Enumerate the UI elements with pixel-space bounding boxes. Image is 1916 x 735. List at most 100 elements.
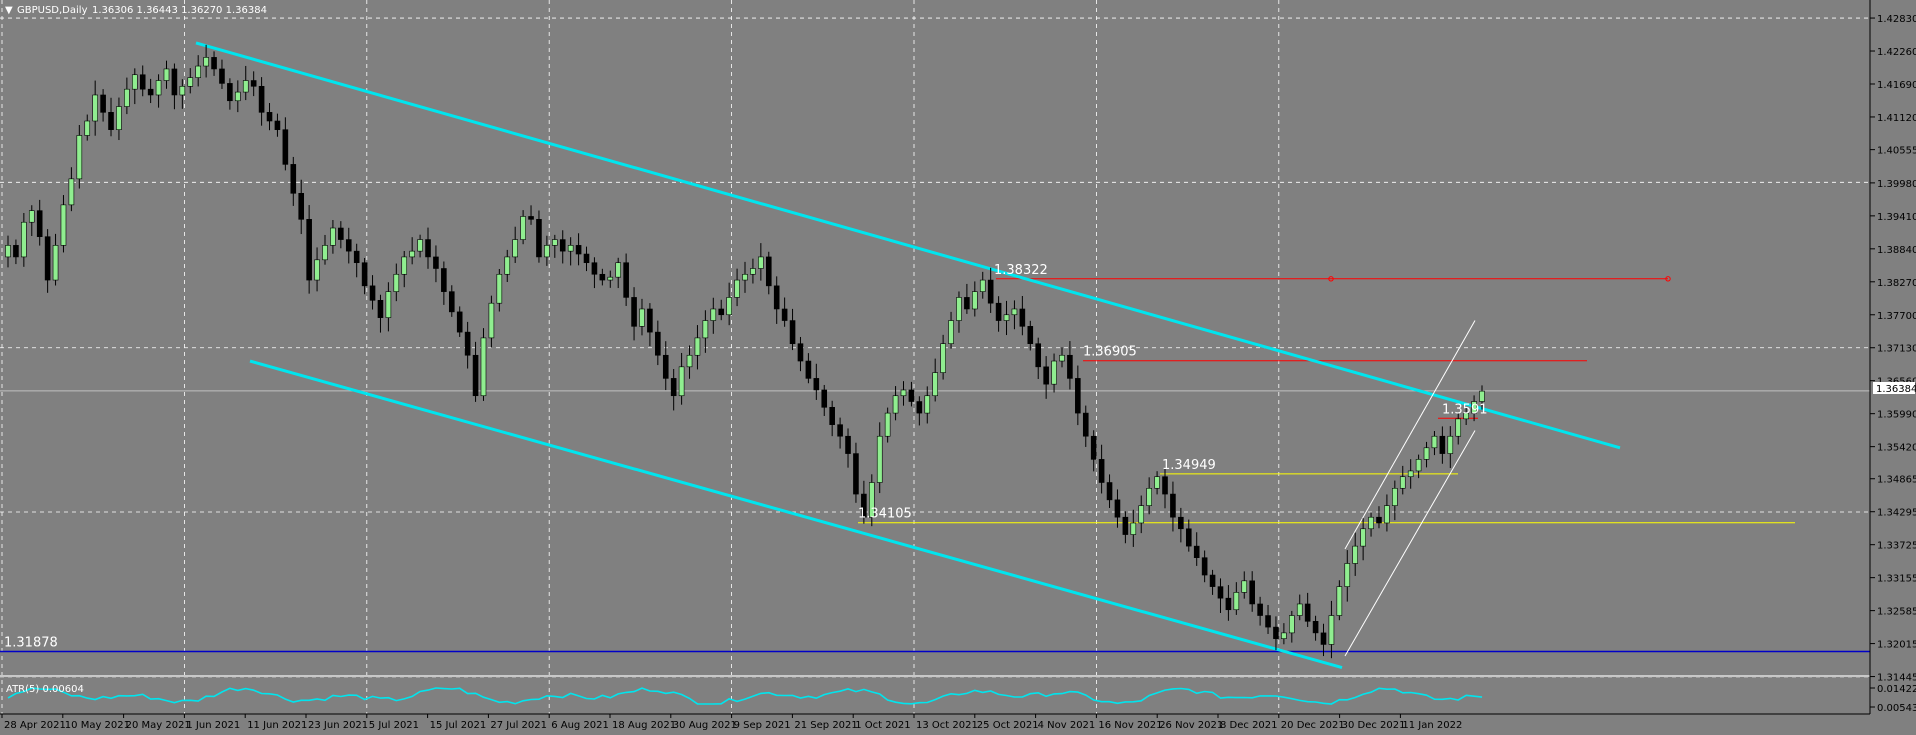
bear-candle-body (536, 219, 542, 258)
bear-candle-body (1106, 482, 1113, 501)
bear-candle-body (44, 236, 51, 281)
price-tick-label: 1.39410 (1877, 212, 1916, 223)
date-tick-label: 16 Nov 2021 (1098, 720, 1162, 731)
bull-candle-body (1368, 516, 1374, 530)
bear-candle-body (1273, 626, 1279, 639)
bear-candle-body (219, 68, 225, 84)
bear-candle-body (282, 129, 289, 165)
bear-candle-body (1312, 621, 1319, 634)
bull-candle-body (1289, 615, 1295, 634)
current-price-marker: 1.36384 (1873, 382, 1916, 395)
price-tick-label: 1.42830 (1877, 14, 1916, 25)
resistance-handle (1665, 276, 1671, 282)
bull-candle-body (940, 343, 946, 373)
bear-candle-body (1439, 435, 1446, 454)
bear-candle-body (647, 308, 653, 333)
bull-candle-body (124, 88, 130, 107)
bear-candle-body (1225, 597, 1232, 611)
bull-candle-body (314, 259, 320, 281)
bear-candle-body (1098, 459, 1105, 483)
bull-candle-body (28, 210, 35, 223)
date-tick-label: 28 Apr 2021 (4, 720, 66, 731)
bear-candle-body (425, 239, 431, 258)
bear-candle-body (995, 302, 1002, 321)
bear-candle-body (670, 378, 677, 397)
bull-candle-body (203, 57, 209, 67)
rising-channel-lower-line (1344, 430, 1476, 657)
bear-candle-body (861, 493, 867, 518)
price-tick-label: 1.41120 (1877, 113, 1916, 124)
bull-candle-body (1146, 487, 1152, 506)
bear-candle-body (377, 300, 384, 318)
level-label: 1.34949 (1162, 458, 1216, 473)
bear-candle-body (433, 256, 439, 269)
bear-candle-body (1320, 632, 1327, 645)
bear-candle-body (338, 227, 344, 240)
bear-candle-body (1114, 499, 1121, 518)
bull-candle-body (235, 91, 241, 102)
bear-candle-body (837, 424, 843, 437)
bear-candle-body (139, 74, 146, 90)
bull-candle-body (979, 279, 986, 292)
bull-candle-body (1059, 354, 1065, 362)
bear-candle-body (345, 239, 352, 252)
channel-lower-line (249, 359, 1343, 670)
bear-candle-body (781, 308, 788, 321)
bear-candle-body (718, 308, 725, 316)
price-tick-label: 1.40555 (1877, 146, 1916, 157)
bull-candle-body (639, 308, 645, 327)
bear-candle-body (631, 297, 637, 327)
date-tick-label: 1 Oct 2021 (855, 720, 910, 731)
bear-candle-body (1162, 476, 1168, 495)
bull-candle-body (512, 239, 518, 258)
level-labels: 1.38322 1.36905 1.34949 1.34105 1.3591 1.3187… (4, 263, 1488, 651)
bear-candle-body (829, 407, 835, 425)
date-tick-label: 23 Jun 2021 (308, 720, 368, 731)
bear-candle-body (306, 219, 312, 281)
bull-candle-body (1479, 390, 1485, 402)
bear-candle-body (1082, 412, 1089, 437)
date-tick-label: 20 Dec 2021 (1281, 720, 1345, 731)
atr-tick-label: 0.00543 (1877, 703, 1916, 714)
bear-candle-body (100, 94, 106, 113)
bull-candle-body (1130, 522, 1137, 535)
rising-channel-upper-line (1344, 320, 1476, 550)
bull-candle-body (322, 245, 328, 261)
bear-candle-body (1217, 586, 1224, 599)
bear-candle-body (765, 256, 772, 287)
bear-candle-body (1193, 545, 1200, 558)
bull-candle-body (520, 216, 526, 240)
level-label: 1.38322 (994, 263, 1048, 278)
date-tick-label: 6 Aug 2021 (551, 720, 609, 731)
bull-candle-body (480, 337, 487, 397)
dropdown-arrow-icon[interactable]: ▼ (5, 5, 13, 16)
bull-candle-body (972, 291, 978, 310)
bull-candle-body (710, 308, 717, 321)
bull-candle-body (409, 250, 415, 258)
bear-candle-body (266, 112, 273, 122)
date-tick-label: 21 Sep 2021 (794, 720, 857, 731)
bear-candle-body (1185, 528, 1192, 547)
price-tick-label: 1.31445 (1877, 673, 1916, 684)
bull-candle-body (694, 337, 701, 356)
level-label: 1.34105 (858, 507, 912, 522)
bull-candle-body (1011, 308, 1018, 316)
bull-candle-body (678, 366, 685, 397)
bull-candle-body (179, 85, 186, 96)
date-tick-label: 30 Aug 2021 (673, 720, 737, 731)
price-tick-label: 1.37130 (1877, 344, 1916, 355)
bear-candle-body (821, 389, 828, 408)
date-tick-label: 8 Dec 2021 (1220, 720, 1278, 731)
bear-candle-body (1304, 603, 1311, 622)
bull-candle-body (900, 389, 907, 397)
price-tick-label: 1.38270 (1877, 278, 1916, 289)
price-tick-label: 1.42260 (1877, 47, 1916, 58)
bear-candle-body (1067, 354, 1073, 379)
bear-candle-body (1043, 366, 1049, 385)
date-tick-label: 11 Jan 2022 (1402, 720, 1462, 731)
date-tick-label: 18 Aug 2021 (612, 720, 676, 731)
bull-candle-body (742, 273, 748, 281)
bull-candle-body (1138, 505, 1145, 524)
